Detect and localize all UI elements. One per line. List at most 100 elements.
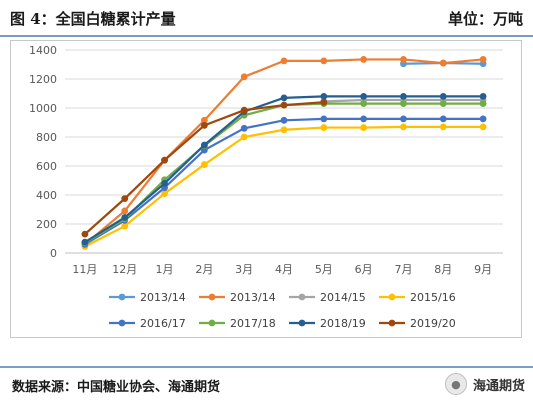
legend-entry: 2013/14 — [199, 291, 276, 304]
data-point — [200, 116, 208, 124]
header-divider — [0, 35, 533, 37]
y-tick-label: 1200 — [29, 73, 57, 86]
data-source: 数据来源：中国糖业协会、海通期货 — [12, 380, 221, 395]
data-point — [479, 115, 487, 123]
data-point — [360, 124, 368, 131]
legend-marker — [298, 293, 306, 301]
data-point — [161, 156, 168, 164]
report-header: 图 4：全国白糖累计产量 单位：万吨 — [0, 0, 533, 38]
legend-label: 2013/14 — [230, 291, 276, 304]
data-point — [360, 93, 368, 100]
x-tick-label: 7月 — [394, 263, 412, 276]
data-point — [121, 222, 129, 230]
legend-entry: 2013/14 — [109, 291, 186, 304]
data-point — [439, 93, 447, 100]
series-7 — [81, 98, 328, 238]
x-tick-label: 9月 — [474, 263, 492, 276]
legend-label: 2014/15 — [320, 291, 366, 304]
series-6 — [81, 93, 487, 246]
x-tick-label: 11月 — [72, 263, 97, 276]
legend-marker — [298, 319, 306, 327]
data-point — [121, 207, 129, 215]
data-point — [200, 141, 208, 149]
x-tick-label: 6月 — [355, 263, 373, 276]
data-point — [161, 180, 168, 187]
data-point — [121, 195, 129, 203]
data-point — [360, 115, 368, 123]
data-point — [200, 161, 208, 168]
legend: 2013/14 2013/14 2014/15 2015/16 2016/17 2017/… — [109, 291, 456, 330]
data-point — [439, 123, 447, 131]
data-point — [439, 115, 447, 123]
data-point — [280, 101, 288, 109]
series-lines — [81, 56, 487, 250]
y-tick-label: 600 — [36, 160, 57, 173]
y-tick-label: 800 — [36, 131, 57, 144]
x-tick-label: 5月 — [315, 263, 333, 276]
data-point — [479, 123, 487, 131]
data-point — [479, 93, 487, 100]
x-tick-label: 12月 — [112, 263, 137, 276]
y-tick-label: 200 — [36, 218, 57, 231]
y-axis-ticks: 0 200 400 600 800 1000 1200 1400 — [29, 44, 57, 260]
data-point — [360, 100, 368, 108]
y-tick-label: 400 — [36, 189, 57, 202]
brand-watermark: ● 海通期货 — [444, 373, 525, 395]
legend-entry: 2015/16 — [379, 291, 456, 304]
data-point — [280, 116, 288, 124]
brand-name: 海通期货 — [472, 378, 525, 394]
x-axis-ticks: 11月 12月 1月 2月 3月 4月 5月 6月 7月 8月 9月 — [72, 263, 492, 276]
legend-marker — [388, 293, 396, 301]
data-point — [400, 115, 407, 123]
unit-label: 单位：万吨 — [447, 10, 523, 28]
data-point — [320, 124, 328, 131]
data-point — [479, 56, 487, 63]
series-line — [84, 58, 484, 246]
data-point — [320, 57, 328, 65]
data-point — [280, 94, 288, 102]
data-point — [400, 93, 407, 100]
legend-marker — [118, 293, 126, 301]
data-point — [81, 238, 89, 246]
legend-entry: 2017/18 — [199, 317, 276, 330]
data-point — [240, 133, 248, 141]
legend-label: 2013/14 — [140, 291, 186, 304]
wechat-icon: ● — [444, 373, 467, 395]
data-point — [439, 59, 447, 67]
data-point — [400, 100, 407, 108]
data-point — [161, 190, 168, 197]
data-point — [320, 115, 328, 123]
data-point — [360, 56, 368, 63]
data-point — [240, 124, 248, 132]
data-point — [280, 57, 288, 65]
y-tick-label: 1400 — [29, 44, 57, 57]
legend-entry: 2018/19 — [289, 317, 366, 330]
chart-frame: 0 200 400 600 800 1000 1200 1400 11月 12月 1月 2月 3月 4月… — [10, 40, 522, 338]
legend-entry: 2019/20 — [379, 317, 456, 330]
data-point — [320, 93, 328, 100]
data-point — [320, 98, 328, 106]
legend-marker — [118, 319, 126, 327]
x-tick-label: 4月 — [275, 263, 293, 276]
data-point — [240, 106, 248, 114]
data-point — [439, 100, 447, 108]
line-chart: 0 200 400 600 800 1000 1200 1400 11月 12月 1月 2月 3月 4月… — [29, 44, 503, 330]
figure-title: 图 4：全国白糖累计产量 — [10, 10, 176, 28]
series-line — [84, 117, 484, 246]
legend-label: 2018/19 — [320, 317, 366, 330]
data-point — [400, 123, 407, 131]
legend-marker — [208, 319, 216, 327]
y-tick-label: 1000 — [29, 102, 57, 115]
x-tick-label: 2月 — [195, 263, 213, 276]
legend-entry: 2014/15 — [289, 291, 366, 304]
data-point — [121, 214, 129, 221]
footer-divider — [0, 366, 533, 368]
data-point — [400, 56, 407, 63]
data-point — [200, 122, 208, 129]
legend-label: 2016/17 — [140, 317, 186, 330]
data-point — [479, 100, 487, 108]
legend-marker — [388, 319, 396, 327]
series-3 — [81, 123, 487, 250]
data-point — [81, 230, 89, 238]
x-tick-label: 3月 — [235, 263, 253, 276]
